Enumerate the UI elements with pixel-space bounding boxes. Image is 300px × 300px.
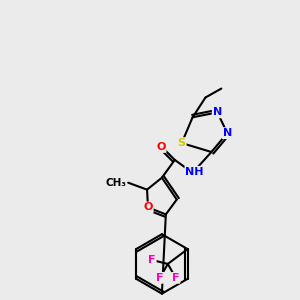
Text: CH₃: CH₃	[105, 178, 126, 188]
Text: F: F	[156, 273, 164, 283]
Text: F: F	[148, 255, 156, 265]
Text: N: N	[223, 128, 232, 138]
Text: S: S	[178, 138, 186, 148]
Text: NH: NH	[185, 167, 204, 177]
Text: F: F	[172, 273, 179, 283]
Text: O: O	[156, 142, 166, 152]
Text: O: O	[143, 202, 153, 212]
Text: N: N	[213, 107, 222, 117]
